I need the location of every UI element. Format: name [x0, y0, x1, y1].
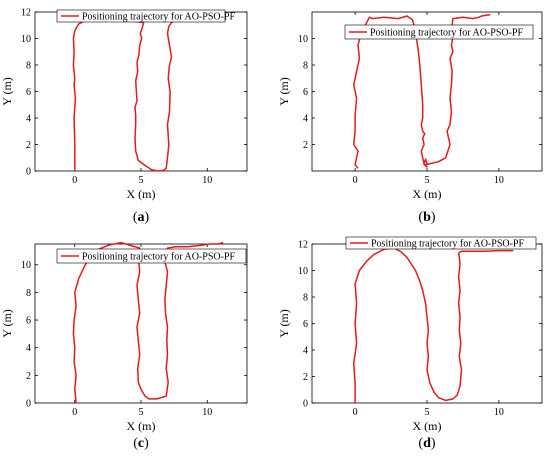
y-tick-label: 10	[21, 260, 31, 271]
y-tick-label: 8	[303, 293, 308, 304]
y-tick-label: 10	[21, 34, 31, 45]
chart-panel-c: 0 5 10 0 2 4 6 8 10 X (m) Y (m) Positioning traject…	[0, 241, 248, 451]
x-tick-label: 5	[139, 175, 144, 186]
y-tick-label: 2	[303, 140, 308, 151]
legend-box	[56, 248, 247, 264]
chart-panel-b: 0 5 10 2 4 6 8 10 X (m) Y (m) Positioning trajecto…	[277, 11, 543, 225]
y-tick-label: 6	[303, 319, 308, 330]
y-tick-label: 6	[26, 87, 31, 98]
legend-entry-label: Positioning trajectory for AO-PSO-PF	[82, 252, 235, 263]
panel-label: (d)	[418, 436, 435, 451]
x-tick-label: 10	[494, 175, 504, 186]
y-axis-label: Y (m)	[0, 309, 14, 338]
legend-entry-label: Positioning trajectory for AO-PSO-PF	[82, 12, 235, 23]
y-axis-label: Y (m)	[0, 77, 14, 106]
y-tick-label: 8	[26, 288, 31, 299]
panel-label-letter: a	[138, 210, 145, 225]
plot-area-frame	[34, 243, 248, 404]
y-axis-label: Y (m)	[277, 309, 291, 338]
y-tick-label: 6	[26, 316, 31, 327]
panel-label-letter: d	[423, 436, 431, 451]
panel-label-letter: c	[138, 436, 144, 451]
y-tick-label: 12	[298, 240, 308, 251]
panel-label-letter: b	[423, 210, 431, 225]
x-tick-label: 0	[72, 175, 77, 186]
chart-panel-a: 0 5 10 0 2 4 6 8 10 12 X (m) Y (m) Positioning traje…	[0, 8, 248, 225]
legend-box	[56, 9, 226, 23]
x-tick-label: 10	[494, 407, 504, 418]
x-tick-label: 0	[353, 175, 358, 186]
y-tick-label: 6	[303, 87, 308, 98]
y-axis-label: Y (m)	[277, 77, 291, 106]
x-tick-label: 10	[202, 175, 212, 186]
y-tick-label: 4	[26, 343, 31, 354]
y-tick-label: 8	[26, 61, 31, 72]
legend-box	[344, 24, 534, 40]
y-tick-label: 0	[26, 167, 31, 178]
chart-panel-d: 0 5 10 0 2 4 6 8 10 12 X (m) Y (m) Positioning traje…	[277, 236, 543, 451]
y-tick-label: 2	[26, 371, 31, 382]
panel-label: (b)	[418, 210, 435, 225]
y-tick-label: 10	[298, 266, 308, 277]
legend-box	[345, 236, 537, 250]
x-tick-label: 0	[353, 407, 358, 418]
x-tick-label: 5	[425, 407, 430, 418]
x-axis-label: X (m)	[127, 419, 156, 433]
series-line-trajectory	[72, 241, 224, 404]
y-tick-label: 10	[298, 34, 308, 45]
y-tick-label: 4	[303, 114, 308, 125]
x-tick-label: 5	[139, 407, 144, 418]
x-tick-label: 5	[425, 175, 430, 186]
y-tick-label: 2	[303, 372, 308, 383]
y-tick-label: 0	[303, 399, 308, 410]
x-axis-label: X (m)	[413, 187, 442, 201]
series-line-trajectory	[352, 247, 514, 403]
panel-label: (c)	[133, 436, 149, 451]
legend-entry-label: Positioning trajectory for AO-PSO-PF	[370, 28, 523, 39]
y-tick-label: 4	[26, 114, 31, 125]
x-axis-label: X (m)	[127, 187, 156, 201]
x-tick-label: 0	[72, 407, 77, 418]
y-tick-label: 0	[26, 399, 31, 410]
x-axis-label: X (m)	[413, 419, 442, 433]
y-tick-label: 4	[303, 346, 308, 357]
series-line-trajectory	[72, 17, 211, 172]
y-tick-label: 2	[26, 140, 31, 151]
panel-label: (a)	[133, 210, 150, 225]
y-tick-label: 8	[303, 61, 308, 72]
series-line-trajectory	[352, 13, 491, 169]
x-tick-label: 10	[202, 407, 212, 418]
legend-entry-label: Positioning trajectory for AO-PSO-PF	[371, 239, 524, 250]
y-tick-label: 12	[21, 8, 31, 19]
